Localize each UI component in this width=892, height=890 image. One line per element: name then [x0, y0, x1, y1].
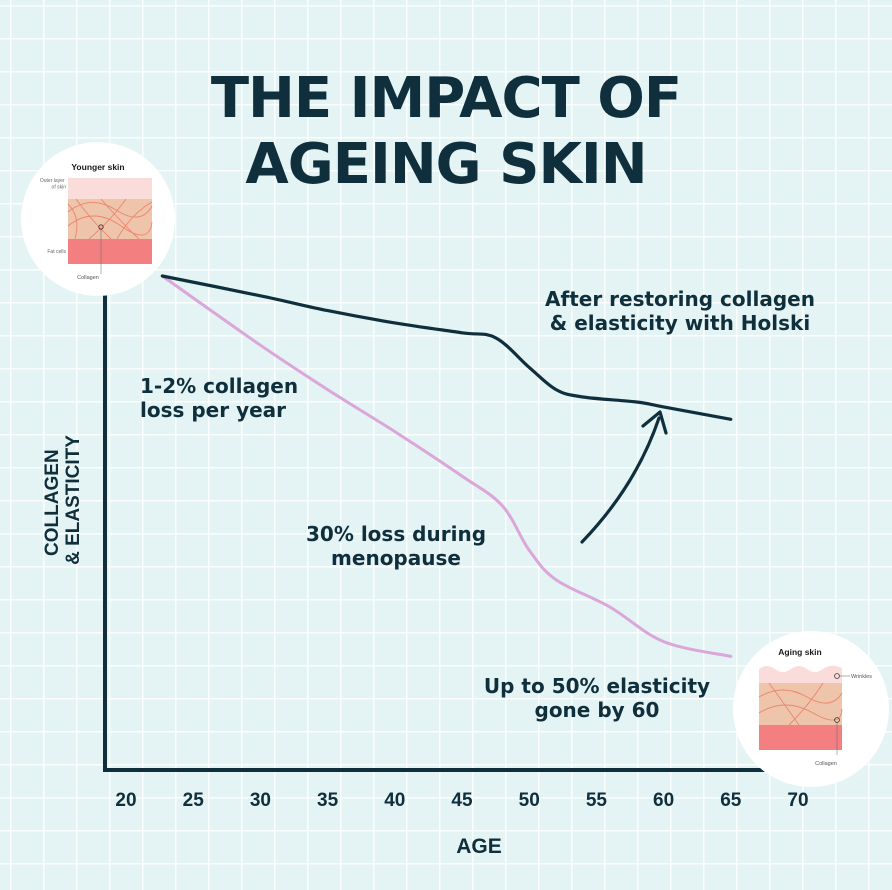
x-tick-50: 50: [519, 790, 540, 811]
restore-arrow-head: [641, 410, 668, 435]
younger-skin-diagram: Younger skin Outer layer of skin Fat cel…: [21, 142, 175, 296]
y-axis-label-line-2: & ELASTICITY: [63, 435, 84, 565]
aging-collagen-fibers: [758, 682, 843, 726]
x-tick-60: 60: [653, 790, 674, 811]
y-axis-label-line-1: COLLAGEN: [42, 449, 63, 556]
aging-collagen-marker-icon: [834, 717, 840, 723]
x-axis-label: AGE: [456, 835, 502, 858]
title-line-2: AGEING SKIN: [245, 132, 647, 197]
aging-collagen-label: Collagen: [815, 761, 837, 767]
aging-dermis-layer: [759, 683, 842, 725]
collagen-label: Collagen: [77, 275, 99, 281]
x-tick-labels: 20 25 30 35 40 45 50 55 60 65 70: [115, 790, 808, 811]
collagen-fibers: [67, 198, 153, 240]
annotations: 1-2% collagen loss per year 30% loss durin…: [140, 287, 815, 722]
aging-fat-layer: [759, 725, 842, 750]
outer-layer-label: Outer layer of skin: [40, 178, 66, 191]
page-title: THE IMPACT OF AGEING SKIN: [0, 66, 892, 198]
x-tick-40: 40: [384, 790, 405, 811]
restore-arrow: [580, 410, 668, 544]
annotation-menopause: 30% loss during menopause: [306, 522, 486, 570]
x-tick-55: 55: [586, 790, 608, 811]
wrinkled-outer-layer: [759, 665, 842, 683]
aging-skin-diagram: Aging skin Wrinkles Collagen: [733, 631, 889, 787]
fat-cell-layer: [68, 239, 152, 264]
x-tick-30: 30: [250, 790, 271, 811]
x-tick-65: 65: [720, 790, 742, 811]
y-axis-label: COLLAGEN & ELASTICITY: [42, 435, 84, 565]
outer-skin-layer: [68, 178, 152, 199]
fat-cells-label: Fat cells: [47, 249, 66, 255]
aging-skin-heading: Aging skin: [778, 647, 821, 657]
x-tick-20: 20: [115, 790, 136, 811]
restore-arrow-shaft: [580, 416, 661, 544]
x-tick-35: 35: [317, 790, 339, 811]
restored-collagen-line: [160, 274, 733, 421]
axes: [103, 273, 820, 772]
x-tick-45: 45: [451, 790, 473, 811]
wrinkles-marker-icon: [834, 673, 840, 679]
annotation-holski: After restoring collagen & elasticity wit…: [545, 287, 815, 335]
wrinkles-label: Wrinkles: [851, 674, 872, 680]
x-tick-70: 70: [787, 790, 808, 811]
annotation-yearly-loss: 1-2% collagen loss per year: [140, 374, 298, 422]
x-tick-25: 25: [183, 790, 205, 811]
title-line-1: THE IMPACT OF: [210, 66, 682, 131]
natural-collagen-line: [160, 274, 733, 658]
annotation-elasticity: Up to 50% elasticity gone by 60: [484, 674, 710, 722]
series-layer: [160, 274, 733, 658]
younger-skin-heading: Younger skin: [71, 162, 124, 172]
